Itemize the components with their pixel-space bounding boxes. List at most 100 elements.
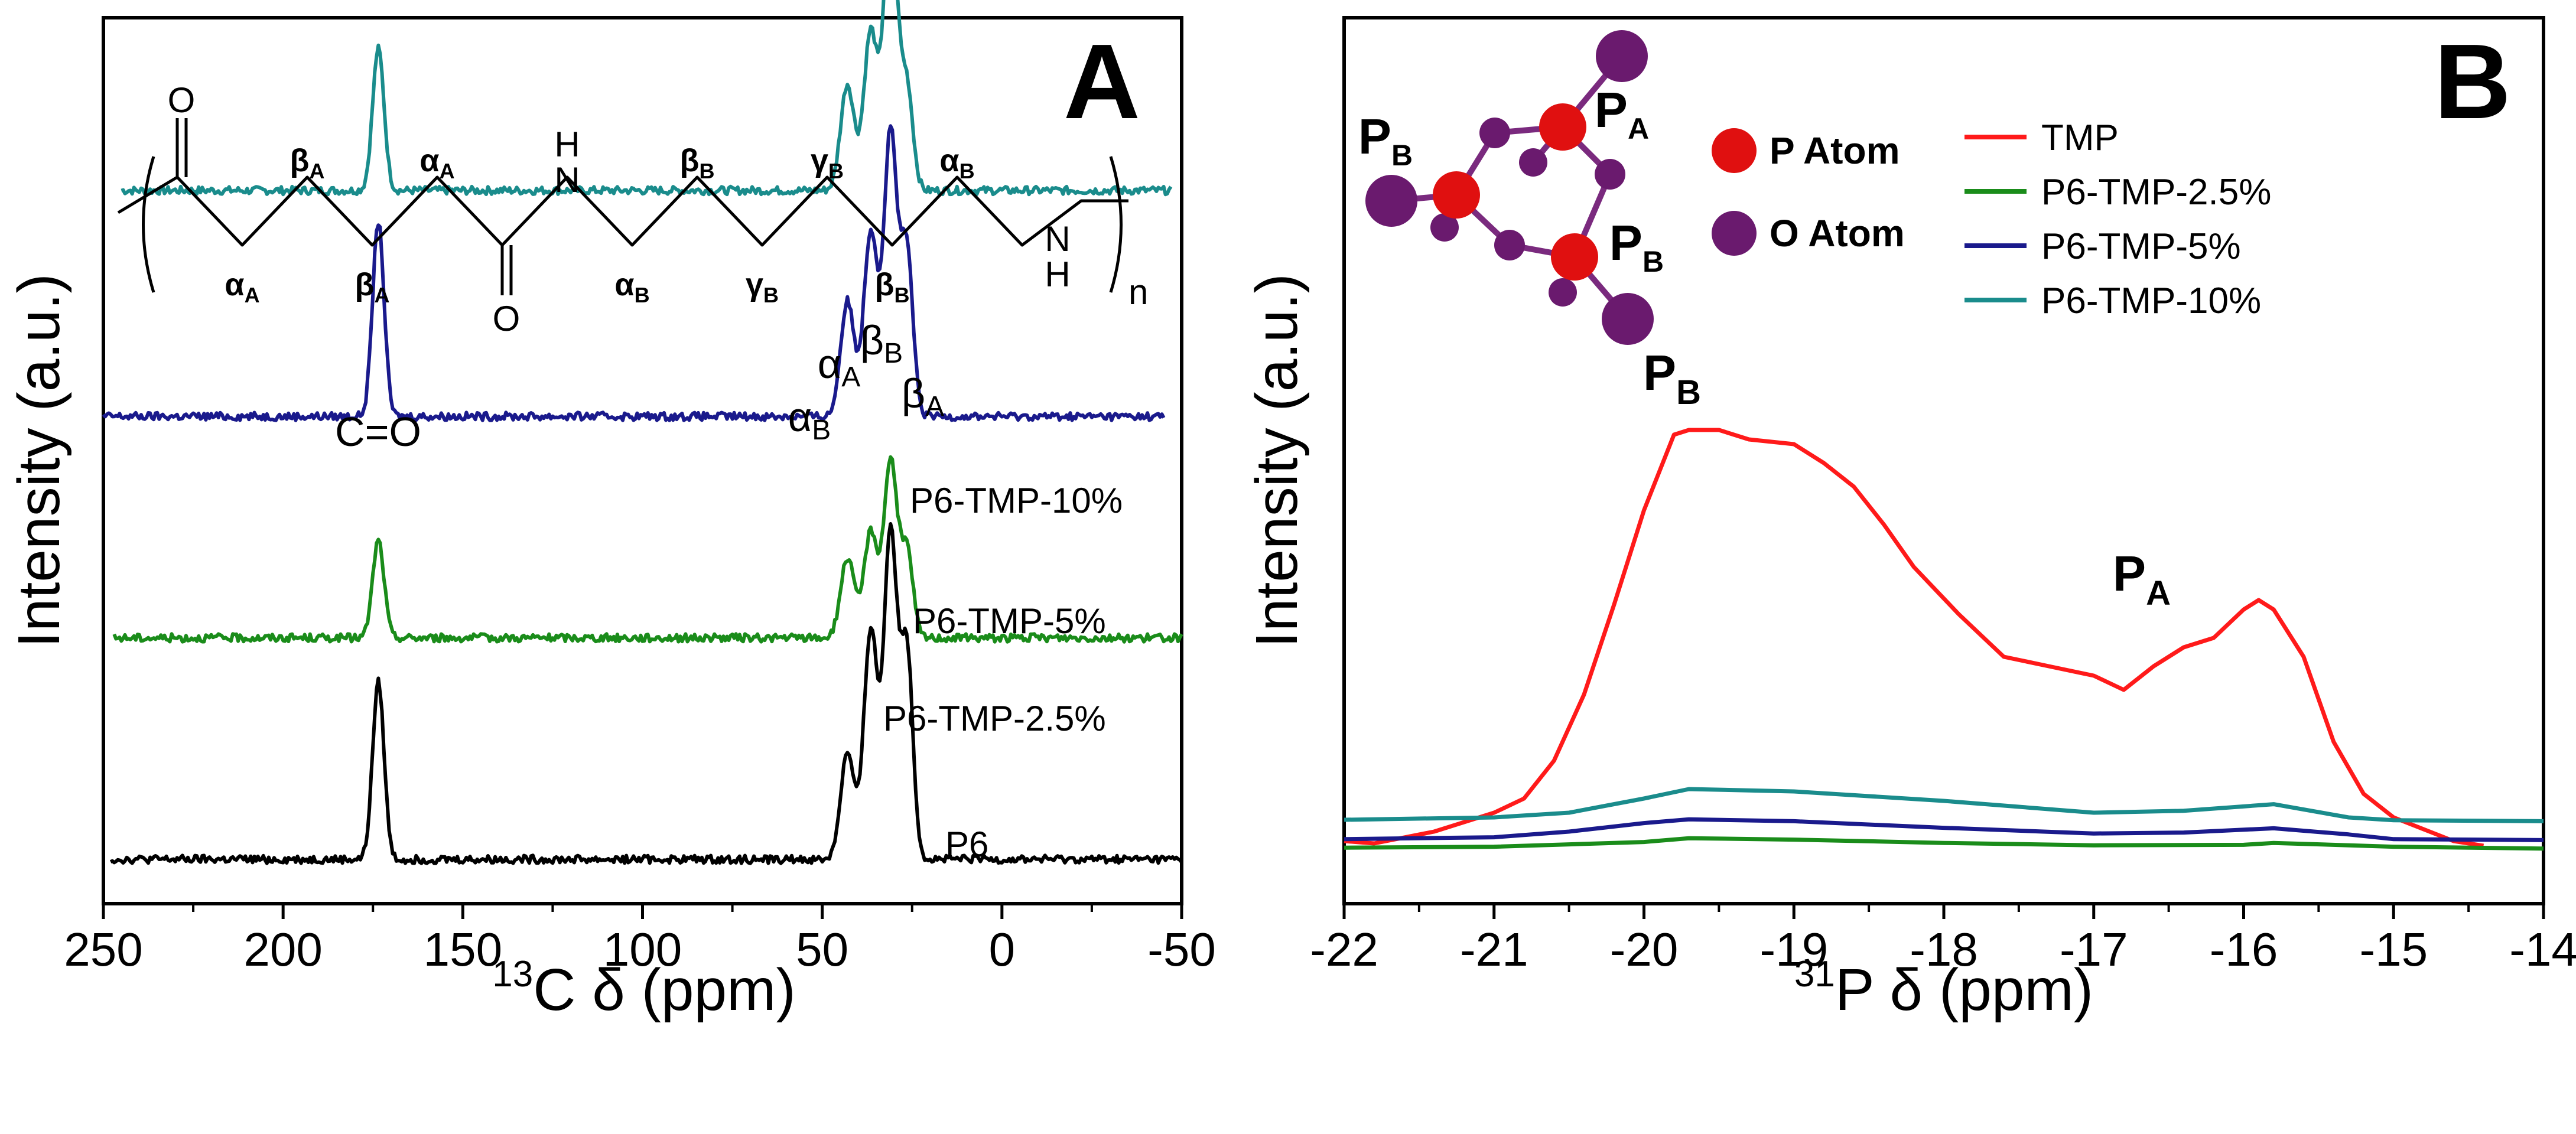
carbon-label-base: β <box>290 143 310 178</box>
spectrum-p6-tmp-10 <box>121 0 1173 197</box>
panel-a-x-axis: 250 200 150 100 50 0 -50 <box>64 904 1216 976</box>
peak-label-beta-a: βA <box>902 370 944 422</box>
carbon-label-base: γ <box>811 143 828 178</box>
p-atom <box>1433 171 1480 219</box>
carbon-label-base: β <box>355 267 375 302</box>
legend-label-p6-tmp-10: P6-TMP-10% <box>2041 281 2261 321</box>
atom-o-carbonyl: O <box>168 80 196 120</box>
panel-a: A Intensity (a.u.) 13C δ (ppm) 250 200 150… <box>6 0 1216 1023</box>
molecule-bonds <box>1388 53 1631 322</box>
molecule-label-pb-left-sub: B <box>1391 139 1413 172</box>
annotation-pb-base: P <box>1643 345 1676 400</box>
peak-label-beta-b-base: β <box>860 317 884 363</box>
carbon-label-sub: B <box>960 159 975 183</box>
series-label-p6-tmp-10: P6-TMP-10% <box>910 481 1123 520</box>
series-label-p6-tmp-2-5: P6-TMP-2.5% <box>883 699 1106 738</box>
peak-label-alpha-a-base: α <box>818 341 841 387</box>
structure-bracket-right <box>1109 156 1123 293</box>
molecule-label-pb-right-sub: B <box>1642 245 1664 278</box>
panel-a-letter: A <box>1063 22 1140 141</box>
carbon-label-sub: A <box>440 159 455 183</box>
tick-label: -20 <box>1610 923 1679 976</box>
spectrum-p6 <box>109 522 1183 865</box>
o-atom <box>1596 30 1648 82</box>
panel-b-frame <box>1342 16 2545 905</box>
carbon-label-base: α <box>419 143 439 178</box>
o-atom <box>1595 159 1625 190</box>
carbon-label-base: γ <box>746 267 763 302</box>
molecule-label-pa-base: P <box>1595 82 1628 138</box>
annotation-pa: PA <box>2113 546 2171 612</box>
tick-label: 150 <box>424 923 502 976</box>
atom-h-top: H <box>554 125 580 164</box>
panel-b-xlabel: 31P δ (ppm) <box>1794 954 2093 1023</box>
carbon-label-base: β <box>875 267 895 302</box>
carbon-label-base: α <box>225 267 244 302</box>
molecule-label-pb-right-base: P <box>1609 215 1642 271</box>
atom-legend-p-swatch <box>1712 128 1757 173</box>
tick-label: -16 <box>2210 923 2278 976</box>
atom-n-top: N <box>554 160 580 200</box>
panel-a-xlabel: 13C δ (ppm) <box>492 954 796 1023</box>
spectrum-p6-tmp-5 <box>1344 817 2544 842</box>
spectrum-p6-tmp-2-5 <box>112 455 1183 644</box>
o-atom <box>1365 175 1417 227</box>
tick-label: -15 <box>2359 923 2428 976</box>
tick-label: -19 <box>1759 923 1828 976</box>
panel-a-frame <box>102 16 1183 905</box>
tick-label: -18 <box>1910 923 1978 976</box>
structure-bracket-left <box>142 156 155 293</box>
spectrum-p6-tmp-2-5 <box>1344 836 2544 851</box>
legend-label-tmp: TMP <box>2041 118 2119 158</box>
peak-label-alpha-a: αA <box>818 341 860 393</box>
carbon-label-sub: B <box>763 283 779 307</box>
tick-label: -21 <box>1460 923 1528 976</box>
panel-a-series-labels: P6-TMP-10% P6-TMP-5% P6-TMP-2.5% P6 <box>883 481 1123 864</box>
panel-b-xlabel-sup: 31 <box>1794 954 1835 995</box>
spectrum-tmp <box>1344 428 2484 848</box>
panel-b-x-axis: -22 -21 -20 -19 -18 -17 -16 -15 -14 <box>1310 904 2576 976</box>
tick-label: 250 <box>64 923 142 976</box>
peak-label-beta-b: βB <box>860 317 903 369</box>
atom-legend-o-swatch <box>1712 211 1757 256</box>
p-atom <box>1539 103 1586 151</box>
carbon-label-sub: A <box>374 283 389 307</box>
o-atom <box>1479 118 1510 148</box>
tick-label: -17 <box>2060 923 2128 976</box>
annotation-pa-base: P <box>2113 546 2146 601</box>
panel-b-legend: TMP P6-TMP-2.5% P6-TMP-5% P6-TMP-10% <box>1964 118 2271 321</box>
molecule-label-pb-right: PB <box>1609 215 1664 278</box>
peak-label-beta-b-sub: B <box>884 338 903 369</box>
atom-h-bottom: H <box>1045 255 1070 294</box>
spectrum-p6-tmp-10 <box>1344 787 2544 823</box>
atom-legend-o-label: O Atom <box>1770 212 1905 255</box>
panel-a-xlabel-main: C δ (ppm) <box>533 957 796 1023</box>
tick-label: 200 <box>243 923 322 976</box>
molecule-label-pa-sub: A <box>1628 112 1649 145</box>
o-atom <box>1519 148 1547 177</box>
carbon-label: αA <box>419 143 454 183</box>
annotation-pb: PB <box>1643 345 1701 412</box>
panel-b-spectra <box>1344 428 2544 851</box>
atom-o-amide: O <box>493 299 521 338</box>
carbon-label-base: α <box>614 267 634 302</box>
peak-label-alpha-b: αB <box>788 394 831 446</box>
panel-b-xlabel-main: P δ (ppm) <box>1835 957 2093 1023</box>
tick-label: 100 <box>603 923 682 976</box>
molecule-illustration: PB PA PB <box>1358 30 1664 345</box>
legend-label-p6-tmp-2-5: P6-TMP-2.5% <box>2041 172 2271 213</box>
o-atom <box>1549 278 1577 307</box>
panel-a-xlabel-sup: 13 <box>492 954 533 995</box>
carbon-label-sub: B <box>699 159 714 183</box>
tick-label: 50 <box>796 923 848 976</box>
peak-label-beta-a-sub: A <box>925 391 944 422</box>
carbon-label: αA <box>225 267 259 307</box>
carbon-label: βA <box>355 267 390 307</box>
carbon-label-base: α <box>939 143 959 178</box>
carbon-label-sub: B <box>635 283 650 307</box>
molecule-label-pa: PA <box>1595 82 1649 145</box>
carbon-label-base: β <box>680 143 700 178</box>
